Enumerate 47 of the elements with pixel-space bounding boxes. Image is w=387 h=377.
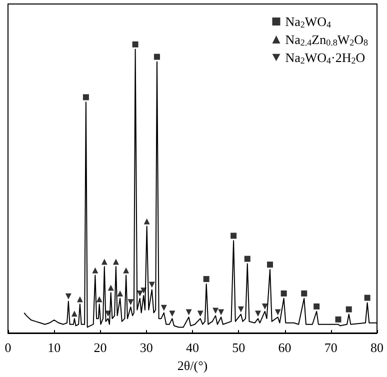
point — [346, 306, 352, 312]
point — [123, 267, 130, 274]
point — [186, 309, 192, 316]
point — [244, 256, 250, 262]
point — [71, 310, 78, 317]
point — [101, 258, 108, 265]
x-tick-label: 20 — [94, 340, 107, 355]
point — [254, 310, 261, 317]
point — [314, 303, 320, 310]
point — [112, 258, 119, 265]
point — [148, 282, 155, 288]
x-tick-label: 70 — [324, 340, 338, 355]
x-axis-title: 2θ/(°) — [177, 358, 208, 373]
point — [335, 316, 342, 322]
point — [108, 284, 114, 291]
x-tick-label: 10 — [48, 340, 61, 355]
point — [301, 290, 308, 296]
point — [117, 290, 124, 296]
point — [230, 232, 237, 239]
point — [218, 309, 224, 316]
x-tick-label: 80 — [370, 340, 384, 355]
point — [76, 296, 83, 302]
point — [238, 306, 244, 312]
point — [132, 41, 138, 48]
point — [280, 290, 287, 296]
point — [160, 304, 167, 311]
x-tick-label: 0 — [4, 340, 12, 355]
point — [203, 276, 210, 282]
point — [262, 303, 268, 310]
point — [212, 308, 219, 314]
point — [140, 288, 147, 294]
point — [92, 267, 98, 274]
point — [96, 296, 102, 302]
point — [364, 294, 370, 301]
point — [266, 262, 273, 268]
point — [144, 218, 150, 224]
x-tick-label: 50 — [232, 340, 246, 355]
x-tick-label: 60 — [278, 340, 292, 355]
point — [128, 299, 134, 306]
point — [274, 309, 281, 316]
point — [82, 94, 89, 100]
point — [197, 310, 204, 317]
point — [65, 293, 72, 300]
x-tick-label: 40 — [186, 340, 199, 355]
x-tick-label: 30 — [140, 340, 153, 355]
point — [154, 54, 160, 60]
point — [169, 310, 176, 317]
